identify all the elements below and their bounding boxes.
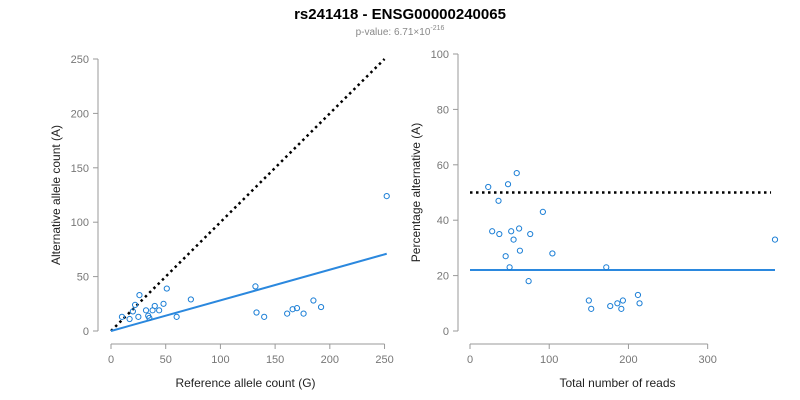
y-tick-label: 50 [77,272,89,284]
data-point [603,264,610,271]
data-point [156,307,163,314]
x-tick-label: 300 [698,354,716,366]
y-tick-label: 0 [83,326,89,338]
y-tick-label: 100 [71,217,89,229]
data-point [284,310,291,317]
data-point [588,305,595,312]
data-point [142,307,150,314]
data-point [126,315,133,323]
x-axis-label: Reference allele count (G) [175,376,315,390]
data-point [146,314,153,322]
fit-line [110,252,387,332]
data-point [506,264,513,271]
y-tick-label: 80 [437,104,449,116]
data-point [129,308,136,315]
data-point [634,291,642,299]
data-point [187,296,194,303]
y-tick-label: 60 [437,160,449,172]
x-tick-label: 150 [266,354,284,366]
data-point [619,297,626,304]
y-tick-label: 150 [71,163,89,175]
x-tick-label: 0 [108,354,114,366]
p-value-exponent: -216 [430,25,444,32]
data-point [131,301,139,308]
data-point [135,313,142,320]
y-axis-label: Alternative allele count (A) [49,125,63,265]
y-axis-label: Percentage alternative (A) [409,123,423,262]
chart-subtitle: p-value: 6.71×10-216 [356,25,445,38]
data-point [495,197,502,204]
x-axis-label: Total number of reads [559,376,675,390]
y-tick-label: 20 [437,271,449,283]
data-point [485,183,492,191]
y-tick-label: 0 [443,326,449,338]
chart-title: rs241418 - ENSG00000240065 [294,6,506,23]
data-point [310,297,317,304]
data-point [636,300,643,307]
data-point [539,208,546,215]
data-point [510,236,517,243]
x-tick-label: 0 [467,354,473,366]
data-point [516,225,523,232]
y-tick-label: 200 [71,108,89,120]
data-point [300,310,307,317]
data-point [549,250,556,257]
data-point [516,247,524,254]
data-point [173,313,180,320]
y-tick-label: 250 [71,54,89,66]
data-point [771,236,779,243]
data-point [293,305,301,312]
data-point [252,283,259,290]
data-point [614,300,621,307]
y-tick-label: 40 [437,215,449,227]
x-tick-label: 200 [619,354,637,366]
data-point [163,285,170,292]
data-point [585,297,592,304]
data-point [253,309,260,316]
data-point [502,253,509,260]
data-point [118,313,126,320]
data-point [261,313,268,320]
data-point [317,303,325,311]
p-value-text: p-value: 6.71×10 [356,27,431,38]
data-point [160,300,167,307]
x-tick-label: 50 [160,354,172,366]
data-point [489,228,496,235]
data-point [496,230,503,238]
data-point [508,228,515,235]
x-tick-label: 250 [375,354,393,366]
data-point [513,170,520,177]
data-point [607,302,614,310]
x-tick-label: 200 [321,354,339,366]
y-tick-label: 100 [431,49,449,61]
data-point [383,192,390,200]
x-tick-label: 100 [211,354,229,366]
data-point [618,305,625,312]
x-tick-label: 100 [540,354,558,366]
left-panel: 0 50 100 150 200 250 0 50 100 150 200 250 Reference … [49,54,394,390]
reference-line [110,58,386,332]
data-point [527,230,534,238]
data-point [525,278,532,285]
data-point [289,306,296,313]
data-point [136,291,143,299]
data-point [504,181,512,188]
data-point [151,302,158,310]
